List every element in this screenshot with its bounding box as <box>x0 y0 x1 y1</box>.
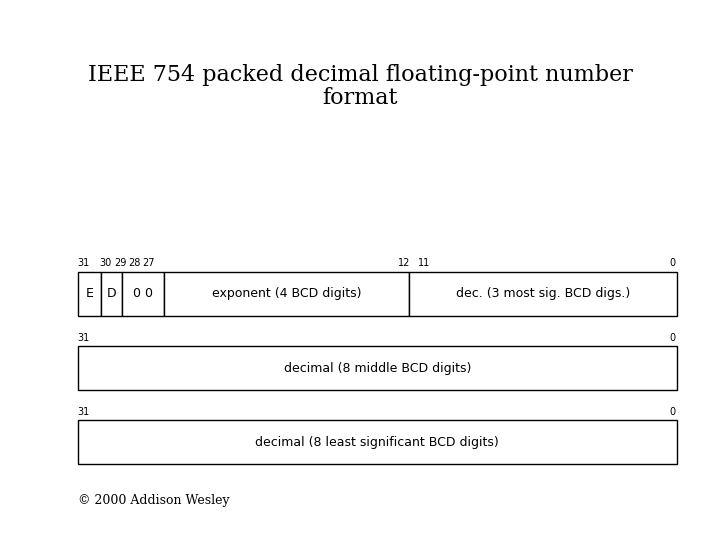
Bar <box>78 420 677 464</box>
Text: 0: 0 <box>669 258 675 268</box>
Text: IEEE 754 packed decimal floating-point number: IEEE 754 packed decimal floating-point n… <box>88 64 632 85</box>
Text: decimal (8 least significant BCD digits): decimal (8 least significant BCD digits) <box>256 436 499 449</box>
Text: format: format <box>323 87 397 109</box>
Bar <box>164 272 409 316</box>
Text: 0: 0 <box>669 333 675 343</box>
Text: 31: 31 <box>78 258 90 268</box>
Text: 11: 11 <box>418 258 430 268</box>
Text: 31: 31 <box>78 333 90 343</box>
Bar <box>78 272 101 316</box>
Text: 0 0: 0 0 <box>133 287 153 300</box>
Text: 31: 31 <box>78 407 90 417</box>
Text: 27: 27 <box>143 258 155 268</box>
Text: 30: 30 <box>99 258 112 268</box>
Text: dec. (3 most sig. BCD digs.): dec. (3 most sig. BCD digs.) <box>456 287 630 300</box>
Text: 29: 29 <box>114 258 126 268</box>
Text: exponent (4 BCD digits): exponent (4 BCD digits) <box>212 287 361 300</box>
Bar <box>78 346 677 390</box>
Text: 12: 12 <box>398 258 410 268</box>
Text: 28: 28 <box>128 258 140 268</box>
Text: 0: 0 <box>669 407 675 417</box>
Bar <box>409 272 677 316</box>
Text: E: E <box>86 287 93 300</box>
Text: decimal (8 middle BCD digits): decimal (8 middle BCD digits) <box>284 362 471 375</box>
Bar <box>122 272 164 316</box>
Text: © 2000 Addison Wesley: © 2000 Addison Wesley <box>78 494 230 507</box>
Text: D: D <box>107 287 117 300</box>
Bar <box>101 272 122 316</box>
